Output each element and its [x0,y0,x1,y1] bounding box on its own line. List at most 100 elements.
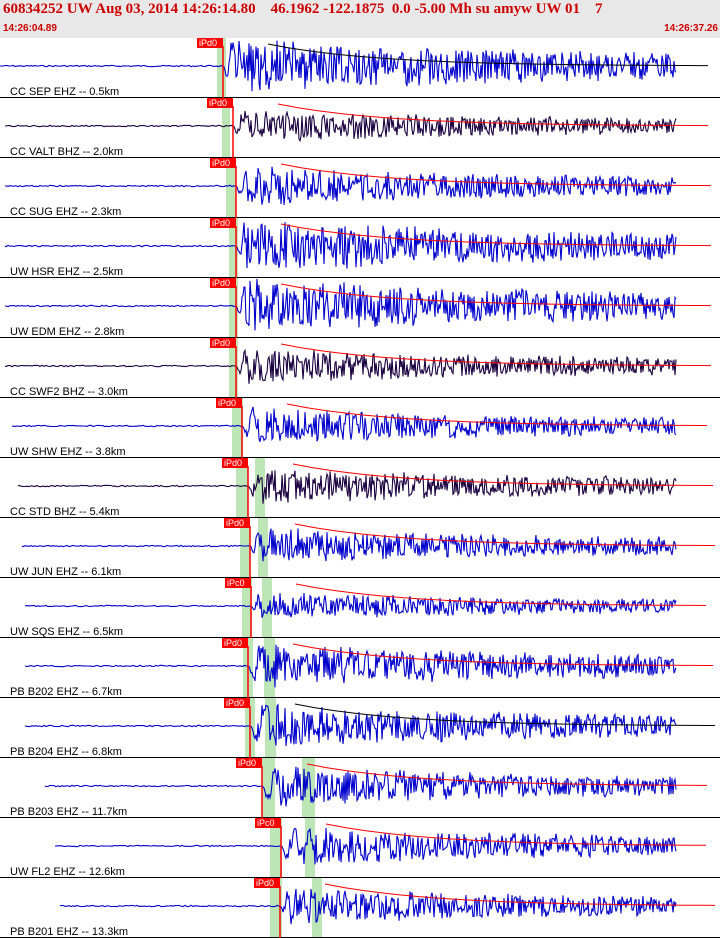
station-label: UW JUN EHZ -- 6.1km [10,566,121,578]
pick-label-box [210,278,236,288]
station-label: CC STD BHZ -- 5.4km [10,506,119,518]
pick-label: iPd0 [212,278,230,288]
coda-fit-curve [294,523,715,546]
station-label: UW EDM EHZ -- 2.8km [10,326,124,338]
coda-fit-curve [280,163,712,187]
pick-label: iPd0 [212,218,230,228]
pick-label-box [210,158,236,168]
coda-fit-curve [324,883,716,906]
pick-window [262,758,275,818]
pick-label: iPd0 [224,458,242,468]
coda-fit-curve [295,583,707,606]
coda-fit-curve [286,403,707,426]
station-label: UW FL2 EHZ -- 12.6km [10,866,125,878]
pick-window [242,578,252,638]
station-label: PB B201 EHZ -- 13.3km [10,926,128,938]
end-time: 14:26:37.26 [664,23,718,34]
pick-label-box [210,338,236,348]
pick-window [305,818,315,878]
waveform-trace [17,470,677,504]
pick-label: iPd0 [238,758,256,768]
pick-window [312,878,322,938]
seismogram-panel: iPd0 CC SEP EHZ -- 0.5km iPd0 CC VALT BHZ -… [0,38,720,938]
coda-fit-curve [292,463,713,486]
pick-window [222,98,230,158]
pick-label: iPd0 [199,38,217,48]
pick-label: iPc0 [227,578,245,588]
station-label: UW HSR EHZ -- 2.5km [10,266,123,278]
pick-label: iPd0 [224,638,242,648]
pick-window [240,518,250,578]
station-label: PB B204 EHZ -- 6.8km [10,746,122,758]
pick-window [270,818,282,878]
pick-label-box [207,98,233,108]
pick-window [217,38,226,98]
pick-label-box [236,758,262,768]
pick-window [262,578,272,638]
coda-fit-curve [280,283,712,307]
pick-label: iPd0 [212,338,230,348]
waveform-trace [24,592,677,618]
pick-label-box [197,38,223,48]
coda-fit-curve [294,703,715,726]
coda-fit-curve [280,223,712,247]
pick-label-box [255,818,281,828]
pick-window [255,458,265,518]
pick-window [258,518,268,578]
pick-window [264,638,275,698]
station-label: UW SQS EHZ -- 6.5km [10,626,123,638]
waveform-trace [4,222,677,269]
pick-window [229,278,238,338]
waveform-trace [24,644,677,688]
coda-fit-curve [306,763,707,786]
pick-label: iPd0 [256,878,274,888]
pick-label-box [210,218,236,228]
pick-window [232,398,243,458]
pick-label-box [216,398,242,408]
pick-window [236,458,248,518]
pick-label-box [222,638,248,648]
coda-fit-curve [277,103,709,127]
pick-label: iPd0 [226,518,244,528]
station-label: CC SUG EHZ -- 2.3km [10,206,121,218]
waveform-trace [5,110,677,143]
pick-label-box [222,458,248,468]
coda-fit-curve [280,343,712,367]
event-title: 60834252 UW Aug 03, 2014 14:26:14.80 46.… [3,1,603,17]
pick-label: iPd0 [209,98,227,108]
pick-window [226,158,236,218]
pick-label: iPd0 [226,698,244,708]
pick-label: iPc0 [257,818,275,828]
coda-fit-curve [325,823,707,846]
pick-label: iPd0 [212,158,230,168]
start-time: 14:26:04.89 [3,23,57,34]
waveform-trace [24,703,677,746]
station-label: UW SHW EHZ -- 3.8km [10,446,126,458]
pick-label: iPd0 [218,398,236,408]
waveform-trace [59,888,677,925]
pick-label-box [225,578,251,588]
pick-window [265,698,276,758]
pick-window [229,218,238,278]
station-label: PB B203 EHZ -- 11.7km [10,806,127,818]
station-label: CC SEP EHZ -- 0.5km [10,86,119,98]
waveform-trace [4,348,677,384]
pick-label-box [224,518,250,528]
station-label: CC VALT BHZ -- 2.0km [10,146,123,158]
waveform-trace [21,528,677,562]
pick-label-box [224,698,250,708]
station-label: CC SWF2 BHZ -- 3.0km [10,386,128,398]
pick-window [229,338,238,398]
waveform-trace [0,40,677,92]
waveform-trace [54,827,677,865]
waveform-trace [44,766,677,807]
waveform-trace [11,406,677,442]
coda-fit-curve [292,643,713,666]
station-label: PB B202 EHZ -- 6.7km [10,686,122,698]
waveform-trace [4,278,677,331]
header-bar: 60834252 UW Aug 03, 2014 14:26:14.80 46.… [0,0,720,38]
pick-window [302,758,315,818]
pick-window [270,878,282,938]
coda-fit-curve [267,43,708,67]
waveform-trace [4,166,677,206]
